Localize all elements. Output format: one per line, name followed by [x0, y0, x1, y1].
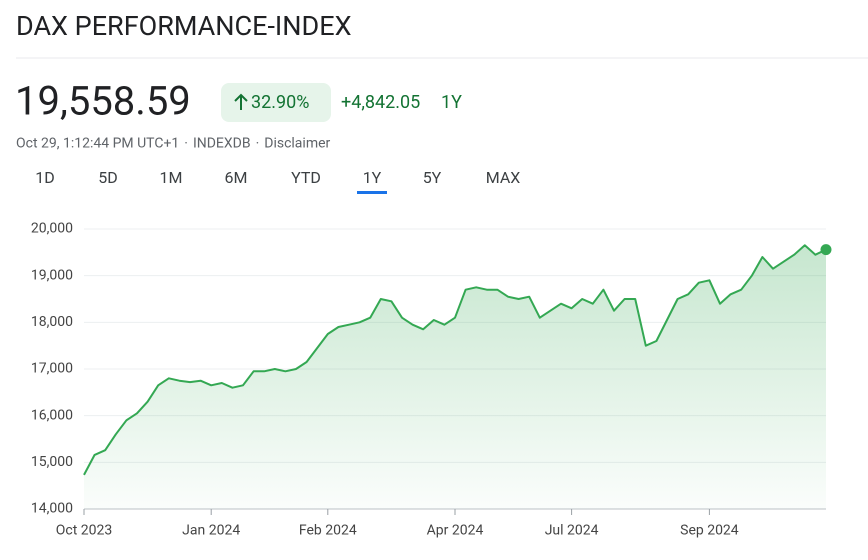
y-tick-label: 20,000 [31, 221, 73, 237]
area [84, 245, 826, 510]
change-badge [221, 83, 331, 122]
range-tab[interactable]: 6M [225, 168, 248, 187]
up-arrow [234, 93, 248, 110]
range-tab[interactable]: 1D [35, 168, 55, 187]
period: 1Y [441, 92, 462, 113]
range-tab[interactable]: 1Y [363, 168, 382, 187]
range-tab[interactable]: YTD [291, 168, 321, 187]
last-point [820, 244, 832, 256]
y-tick-label: 17,000 [31, 361, 73, 377]
range-tab[interactable]: MAX [486, 168, 521, 187]
y-tick-label: 18,000 [31, 314, 73, 330]
tab-underline [357, 191, 387, 194]
x-tick-label: Jan 2024 [182, 523, 240, 539]
change-percent: 32.90% [251, 92, 309, 113]
y-tick-label: 19,000 [31, 267, 73, 283]
range-tab[interactable]: 5Y [423, 168, 442, 187]
change: +4,842.05 [341, 92, 420, 113]
range-tab[interactable]: 5D [98, 168, 118, 187]
x-tick-label: Apr 2024 [427, 523, 484, 539]
disclaimer-link[interactable]: Disclaimer [264, 136, 330, 152]
x-tick-label: Oct 2023 [56, 523, 113, 539]
price-line [83, 244, 827, 476]
y-tick-label: 15,000 [31, 454, 73, 470]
price: 19,558.59 [15, 78, 191, 125]
title: DAX PERFORMANCE-INDEX [16, 10, 352, 42]
meta-text: INDEXDB [193, 136, 251, 152]
x-tick-label: Jul 2024 [545, 523, 599, 539]
range-tab[interactable]: 1M [160, 168, 183, 187]
x-tick-label: Feb 2024 [299, 523, 357, 539]
y-tick-label: 14,000 [31, 501, 73, 517]
meta-text: · [256, 136, 260, 152]
meta-text: Oct 29, 1:12:44 PM UTC+1 [16, 136, 179, 152]
meta-text: · [184, 136, 188, 152]
x-tick-label: Sep 2024 [680, 523, 739, 539]
y-tick-label: 16,000 [31, 407, 73, 423]
